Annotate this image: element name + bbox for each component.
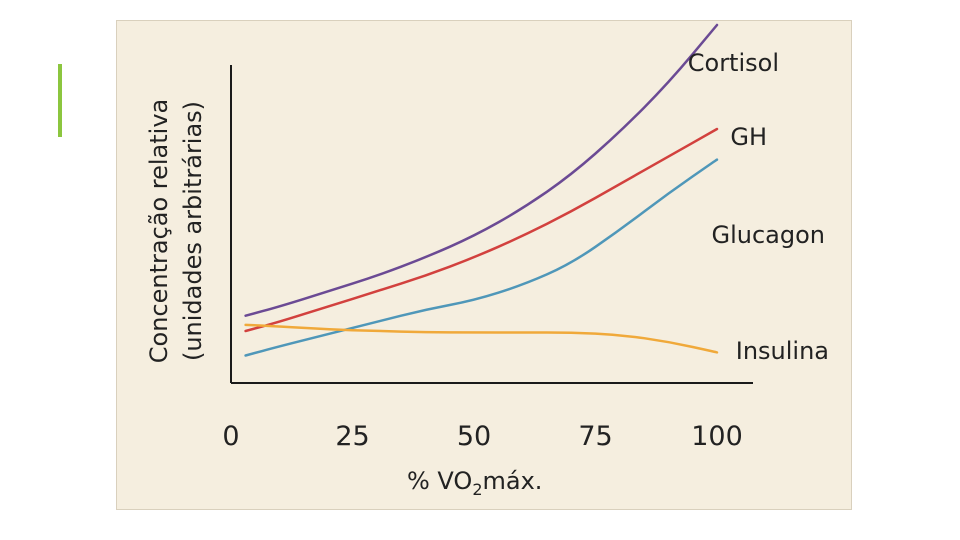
series-line-cortisol [244, 23, 719, 317]
hormone-line-chart: Concentração relativa (unidades arbitrár… [145, 23, 829, 499]
series-label-cortisol: Cortisol [688, 49, 779, 77]
chart-figure: Concentração relativa (unidades arbitrár… [116, 20, 852, 510]
series-labels: Cortisol GH Glucagon Insulina [688, 49, 829, 365]
series-line-insulina [244, 323, 719, 354]
x-axis-title-suffix: máx. [483, 467, 543, 495]
x-tick-label-0: 0 [222, 421, 239, 452]
x-tick-label-75: 75 [578, 421, 612, 452]
x-axis-title-subscript: 2 [472, 480, 482, 499]
x-tick-label-50: 50 [457, 421, 491, 452]
y-axis-title: Concentração relativa (unidades arbitrár… [145, 99, 207, 364]
series-label-glucagon: Glucagon [711, 221, 825, 249]
series-line-gh [244, 127, 719, 333]
series-line-glucagon [244, 158, 719, 357]
y-axis-title-line2: (unidades arbitrárias) [179, 101, 207, 361]
series-label-gh: GH [730, 123, 767, 151]
series-lines [244, 23, 719, 357]
x-axis-title-prefix: % VO [407, 467, 472, 495]
x-axis-title: % VO2máx. [407, 467, 542, 499]
y-axis-title-line1: Concentração relativa [145, 99, 173, 364]
slide-accent-bar [58, 64, 62, 137]
series-label-insulina: Insulina [736, 337, 829, 365]
x-tick-labels: 0 25 50 75 100 [222, 421, 742, 452]
x-tick-label-25: 25 [335, 421, 369, 452]
x-tick-label-100: 100 [691, 421, 743, 452]
